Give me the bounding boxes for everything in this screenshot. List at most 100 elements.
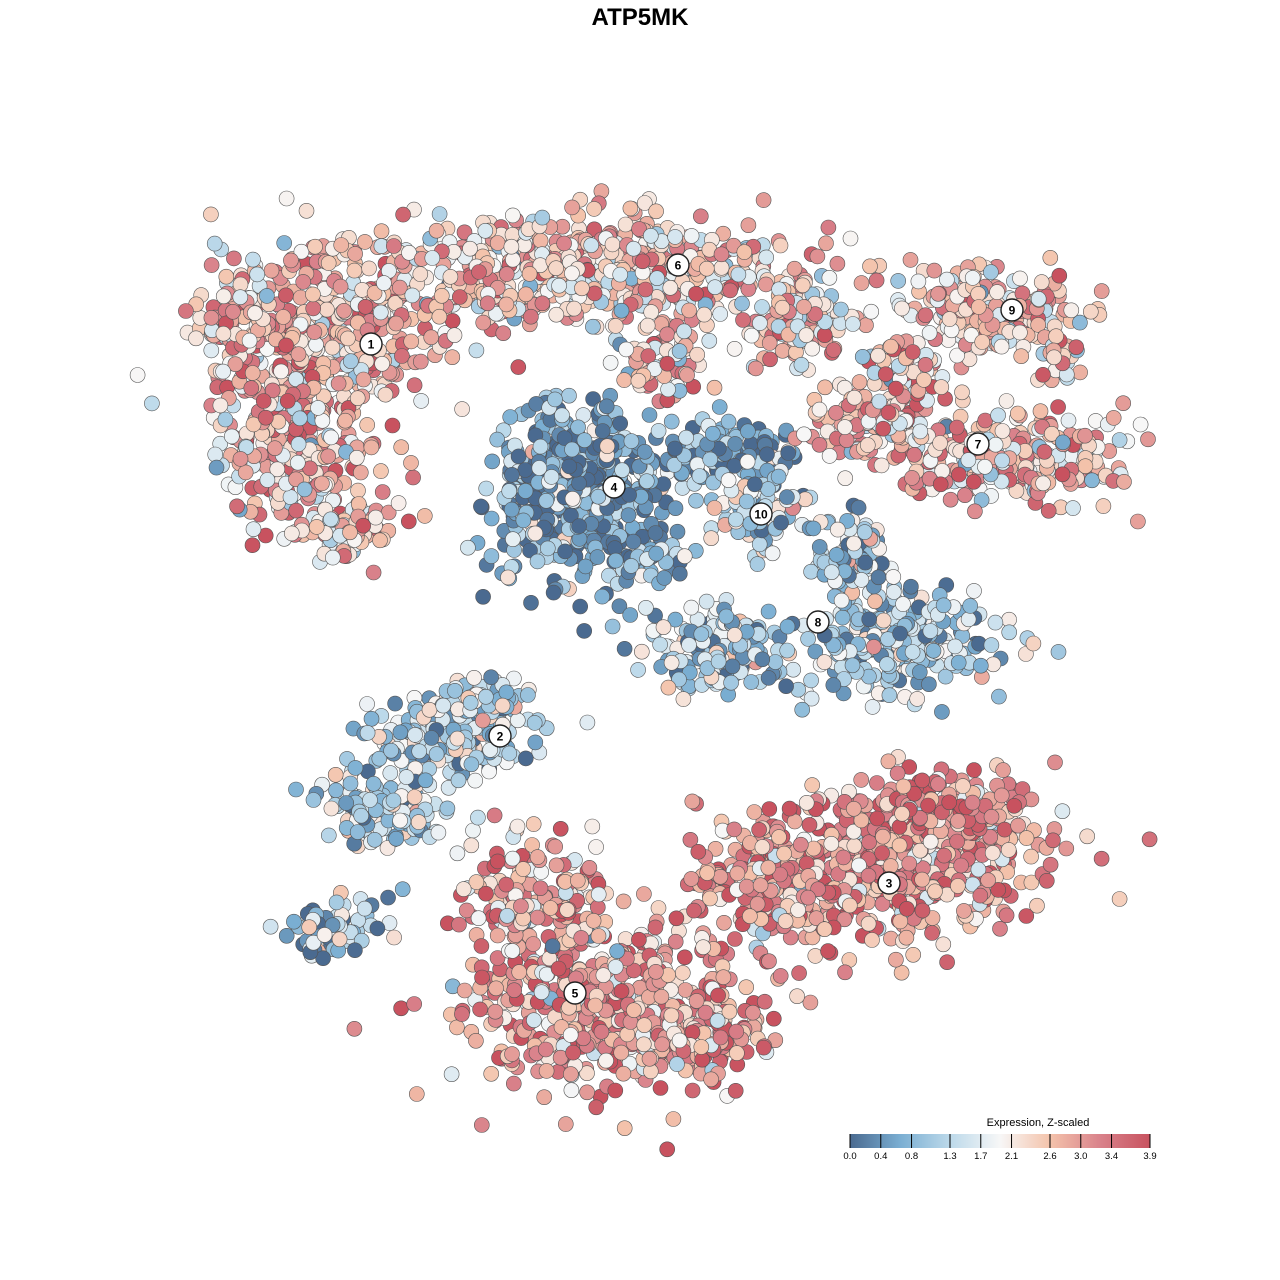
cell-point	[996, 821, 1013, 838]
cell-point	[980, 872, 996, 889]
cell-point	[649, 270, 665, 287]
cell-point	[950, 878, 966, 894]
cell-point	[647, 525, 664, 541]
cell-point	[1095, 498, 1112, 514]
cell-point	[972, 887, 989, 904]
cell-point	[468, 342, 485, 359]
cell-point	[288, 371, 304, 388]
cell-point	[324, 339, 341, 356]
cell-point	[604, 236, 621, 253]
cell-point	[542, 900, 559, 916]
cell-point	[756, 993, 773, 1010]
cell-point	[559, 902, 576, 918]
cell-point	[667, 500, 684, 517]
cell-point	[652, 1080, 669, 1096]
cell-point	[1065, 500, 1081, 516]
cell-point	[500, 569, 516, 586]
cell-point	[394, 881, 411, 898]
cell-point	[470, 809, 486, 826]
cell-point	[898, 929, 915, 946]
cell-point	[906, 785, 923, 802]
cell-point	[906, 446, 923, 463]
cell-point	[478, 688, 494, 705]
cell-point	[647, 919, 664, 936]
cell-point	[1029, 897, 1045, 914]
cell-point	[433, 287, 450, 304]
cell-point	[556, 235, 572, 252]
cell-point	[688, 993, 705, 1009]
cell-point	[388, 830, 405, 847]
cell-point	[802, 994, 819, 1011]
cell-point	[998, 907, 1015, 924]
cell-point	[460, 539, 476, 556]
cell-point	[720, 413, 737, 430]
cell-point	[229, 498, 245, 515]
cell-point	[816, 654, 833, 670]
cell-point	[408, 1086, 425, 1102]
cell-point	[607, 1082, 624, 1099]
cell-point	[498, 296, 515, 313]
cell-point	[390, 495, 407, 511]
cell-point	[245, 251, 261, 268]
cell-point	[340, 330, 356, 347]
cell-point	[373, 463, 389, 479]
cell-point	[525, 936, 542, 952]
cell-point	[227, 356, 244, 373]
cell-point	[626, 1002, 642, 1019]
cell-point	[385, 238, 402, 254]
cell-point	[882, 858, 899, 874]
cell-point	[412, 353, 429, 370]
cell-point	[509, 712, 526, 729]
cell-point	[342, 775, 359, 792]
cell-point	[532, 438, 549, 455]
cell-point	[833, 301, 849, 318]
cell-point	[331, 931, 348, 948]
cell-point	[904, 344, 921, 360]
cell-point	[279, 393, 296, 409]
cell-point	[669, 1056, 685, 1072]
cell-point	[914, 871, 930, 888]
cell-point	[564, 490, 581, 507]
cell-point	[449, 845, 466, 862]
cell-point	[622, 200, 639, 217]
cell-point	[323, 800, 340, 817]
cell-point	[671, 343, 688, 359]
cell-point	[643, 304, 660, 320]
cell-point	[772, 866, 788, 883]
cell-point	[478, 480, 495, 497]
cell-point	[489, 927, 506, 944]
cell-point	[551, 277, 567, 294]
cell-point	[471, 264, 487, 280]
cell-point	[729, 1045, 745, 1061]
cell-point	[774, 342, 791, 359]
cell-point	[1116, 473, 1132, 490]
cell-point	[188, 330, 204, 347]
cell-point	[746, 804, 763, 820]
cell-point	[386, 929, 402, 946]
cell-point	[734, 295, 750, 312]
cell-point	[282, 489, 299, 505]
cell-point	[671, 565, 688, 582]
cell-point	[835, 849, 852, 866]
cell-point	[475, 588, 491, 605]
cell-point	[863, 303, 880, 320]
cell-point	[357, 298, 374, 315]
cell-point	[380, 889, 396, 906]
cell-point	[244, 365, 261, 381]
cell-point	[288, 781, 304, 798]
cell-point	[269, 461, 286, 478]
cell-point	[382, 765, 399, 781]
cell-point	[310, 400, 326, 416]
cell-point	[837, 964, 853, 981]
cell-point	[607, 959, 624, 975]
cell-point	[517, 462, 534, 478]
cell-point	[636, 443, 653, 460]
cell-point	[851, 857, 867, 874]
cell-point	[206, 235, 223, 252]
cell-point	[322, 511, 339, 528]
cell-point	[349, 390, 366, 407]
cell-point	[991, 688, 1007, 705]
cell-point	[430, 824, 447, 841]
cell-point	[829, 255, 846, 272]
cell-point	[588, 1099, 605, 1116]
